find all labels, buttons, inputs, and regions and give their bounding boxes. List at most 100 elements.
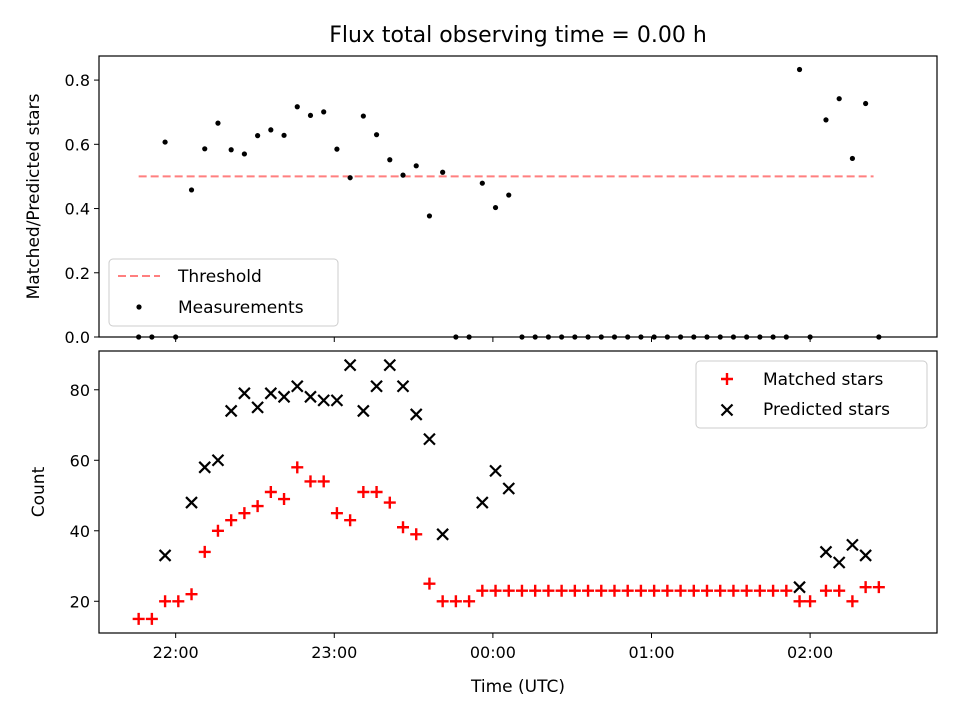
data-point: [383, 358, 397, 372]
y-tick-label: 0.4: [65, 200, 90, 219]
data-point: [436, 528, 449, 541]
data-point: [479, 180, 485, 186]
lower-axes: 20 40 60 80 22:00 23:00 00:00 01:00 02:00 Count Ma…: [29, 350, 938, 662]
data-point: [228, 147, 234, 153]
data-point: [440, 169, 446, 175]
data-point: [542, 584, 555, 597]
data-point: [819, 584, 832, 597]
data-point: [238, 387, 251, 400]
data-point: [555, 584, 568, 597]
data-point: [202, 146, 208, 152]
legend-predicted-label: Predicted stars: [763, 400, 890, 420]
data-point: [674, 584, 687, 597]
data-point: [634, 584, 647, 597]
data-point: [714, 584, 727, 597]
y-tick-label: 0.0: [65, 328, 90, 347]
data-point: [185, 496, 198, 509]
data-point: [347, 175, 353, 181]
data-point: [506, 192, 512, 198]
data-point: [849, 155, 856, 162]
data-point: [281, 132, 287, 138]
legend-measurements-label: Measurements: [178, 298, 304, 318]
data-point: [423, 432, 436, 446]
legend-predicted-swatch: [720, 403, 734, 417]
figure-title: Flux total observing time = 0.00 h: [329, 23, 707, 48]
series-matched-stars: [132, 461, 885, 625]
data-point: [158, 549, 172, 562]
data-point: [410, 528, 423, 541]
y-axis-label: Matched/Predicted stars: [24, 93, 44, 299]
data-point: [476, 584, 489, 597]
data-point: [290, 379, 304, 393]
legend-matched-swatch: [721, 373, 733, 385]
data-point: [277, 390, 291, 404]
data-point: [423, 577, 436, 590]
data-point: [492, 204, 499, 211]
data-point: [215, 120, 221, 126]
data-point: [502, 482, 516, 495]
legend-box: [695, 360, 928, 429]
data-point: [264, 486, 277, 498]
y-tick-label: 0.2: [65, 264, 90, 283]
data-point: [568, 584, 581, 597]
data-point: [334, 146, 340, 152]
data-point: [211, 453, 225, 467]
y-tick-label: 60: [70, 451, 90, 470]
data-point: [278, 493, 291, 506]
data-point: [397, 521, 410, 534]
data-point: [317, 394, 330, 407]
data-point: [502, 584, 515, 597]
data-point: [863, 100, 869, 107]
data-point: [661, 584, 674, 597]
data-point: [360, 113, 366, 119]
data-point: [767, 584, 780, 597]
data-point: [476, 496, 489, 509]
legend: Threshold Measurements: [108, 258, 339, 327]
data-point: [321, 109, 327, 115]
legend-matched-label: Matched stars: [763, 370, 883, 390]
data-point: [370, 379, 383, 393]
data-point: [753, 584, 766, 597]
data-point: [344, 514, 357, 527]
data-point: [796, 66, 803, 73]
data-point: [396, 379, 410, 393]
data-point: [413, 163, 419, 169]
data-point: [426, 213, 433, 219]
legend-measurements-swatch: [136, 304, 142, 310]
data-point: [648, 584, 661, 597]
data-point: [373, 132, 380, 138]
data-point: [804, 595, 817, 608]
data-point: [701, 584, 714, 597]
data-point: [793, 580, 806, 594]
data-point: [330, 394, 344, 407]
x-tick-label: 22:00: [153, 643, 199, 662]
data-point: [489, 584, 502, 597]
data-point: [185, 588, 198, 601]
data-point: [859, 581, 872, 594]
data-point: [255, 133, 261, 139]
data-point: [846, 538, 859, 552]
data-point: [357, 404, 370, 418]
data-point: [595, 584, 608, 597]
y-axis-label: Count: [29, 466, 49, 517]
data-point: [294, 104, 300, 110]
upper-axes: 0.0 0.2 0.4 0.6 0.8 Matched/Predicted stars Th…: [24, 55, 938, 347]
data-point: [608, 584, 621, 597]
data-point: [211, 524, 224, 537]
axes-frame: [98, 350, 938, 634]
data-point: [198, 461, 212, 474]
data-point: [198, 545, 211, 558]
x-tick-label: 23:00: [311, 643, 357, 662]
data-point: [740, 584, 753, 597]
data-point: [780, 584, 793, 597]
data-point: [832, 556, 846, 569]
data-point: [343, 358, 357, 372]
data-point: [188, 187, 195, 193]
legend: Matched stars Predicted stars: [695, 360, 928, 429]
data-point: [409, 408, 423, 421]
data-point: [846, 595, 859, 608]
data-point: [859, 549, 872, 562]
data-point: [727, 584, 740, 597]
y-tick-label: 40: [70, 522, 90, 541]
